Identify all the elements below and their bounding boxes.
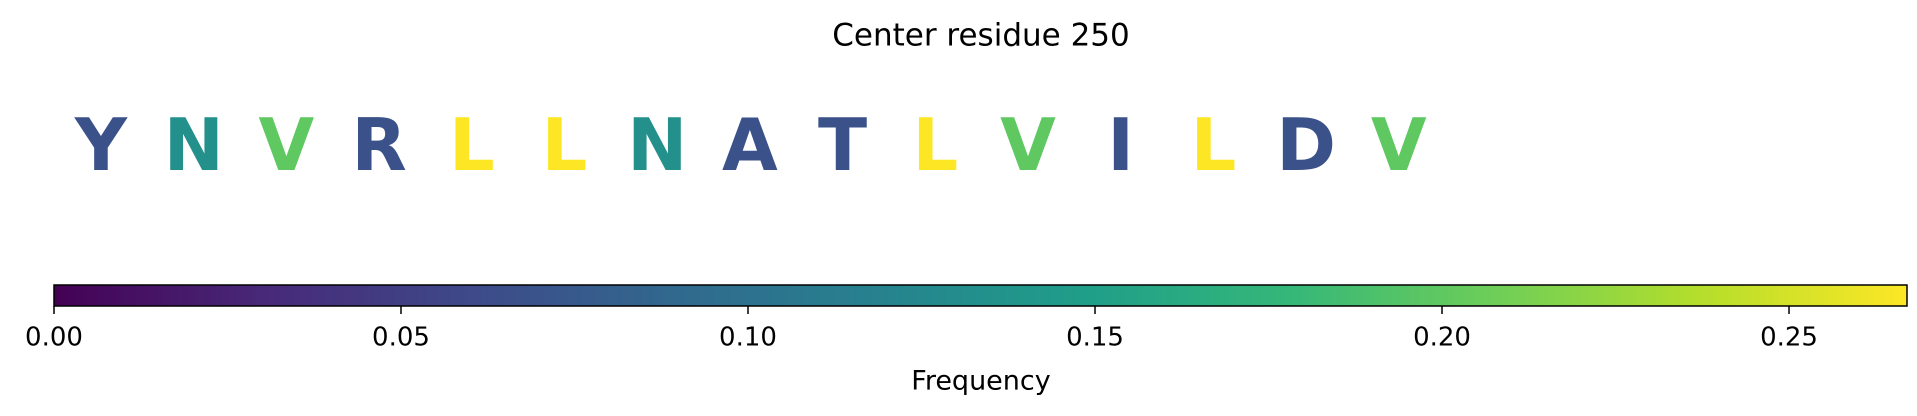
residue-letter: D (1276, 103, 1336, 187)
residue-letter: L (912, 103, 958, 187)
residue-letter: I (1107, 103, 1134, 187)
residue-letter: Y (74, 103, 128, 187)
residue-letter: L (449, 103, 495, 187)
x-tick-label: 0.15 (1066, 323, 1124, 353)
x-tick-label: 0.20 (1413, 323, 1471, 353)
chart-title: Center residue 250 (832, 18, 1130, 54)
residue-letter: V (1000, 103, 1056, 187)
residue-letter: A (722, 103, 778, 187)
x-tick-label: 0.25 (1760, 323, 1818, 353)
residue-letter: V (259, 103, 315, 187)
x-axis-label: Frequency (911, 366, 1051, 397)
residue-letter: V (1371, 103, 1427, 187)
x-tick-label: 0.00 (25, 323, 83, 353)
residue-letter: L (1190, 103, 1236, 187)
residue-letter: L (542, 103, 588, 187)
residue-letter: R (351, 103, 406, 187)
colorbar (53, 284, 1908, 307)
residue-letter: N (164, 103, 224, 187)
x-tick-label: 0.10 (719, 323, 777, 353)
residue-letter: N (627, 103, 687, 187)
residue-letter: T (818, 103, 867, 187)
x-tick-label: 0.05 (372, 323, 430, 353)
